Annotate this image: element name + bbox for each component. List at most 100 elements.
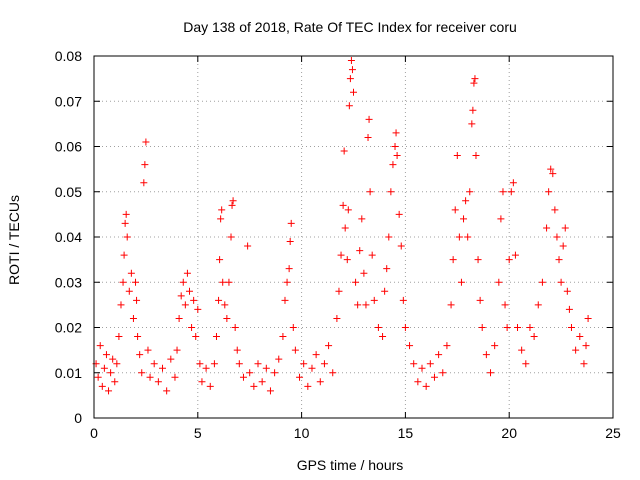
data-point [340,147,348,155]
y-tick-label: 0.01 [55,365,82,381]
data-point [470,79,478,87]
data-point [462,197,470,205]
data-point [120,251,128,259]
x-axis-label: GPS time / hours [297,457,404,473]
data-point [206,382,214,390]
data-point [127,269,135,277]
data-point [344,206,352,214]
y-tick-label: 0.06 [55,139,82,155]
data-point [271,369,279,377]
data-point [561,224,569,232]
data-point [163,387,171,395]
data-point [287,219,295,227]
data-point [379,333,387,341]
data-point [223,314,231,322]
data-point [553,233,561,241]
data-point [177,292,185,300]
data-point [119,278,127,286]
data-point [105,387,113,395]
y-tick-label: 0 [74,410,82,426]
y-axis-label: ROTI / TECUs [6,195,22,285]
data-point [111,378,119,386]
data-point [329,369,337,377]
data-point [478,324,486,331]
data-point [221,301,229,309]
data-point [399,296,407,304]
data-point [472,152,480,160]
data-point [117,301,125,309]
data-point [291,346,299,354]
data-point [228,201,236,209]
data-point [107,369,115,377]
data-point [227,233,235,241]
data-point [387,188,395,196]
data-point [439,369,447,377]
data-point [210,360,218,368]
data-point [474,256,482,264]
data-point [366,188,374,196]
data-point [538,278,546,286]
data-point [343,256,351,264]
data-point [185,287,193,295]
data-point [144,346,152,354]
data-point [551,206,559,214]
data-point [505,256,513,264]
y-tick-labels: 0 0.01 0.02 0.03 0.04 0.05 0.06 0.07 0.08 [55,48,82,426]
x-tick-label: 10 [294,425,310,441]
data-point [455,233,463,241]
data-point [183,269,191,277]
chart-title: Day 138 of 2018, Rate Of TEC Index for r… [183,19,517,35]
data-point [171,373,179,381]
data-point [522,360,530,368]
data-point [333,314,341,322]
data-point [339,201,347,209]
data-point [225,278,233,286]
data-point [129,314,137,322]
data-point [487,369,495,377]
data-point [235,360,243,368]
data-point [370,296,378,304]
data-point [217,215,225,223]
data-point [173,346,181,354]
data-point [381,287,389,295]
data-point [401,324,409,331]
data-point [316,378,324,386]
data-point [312,351,320,359]
data-point [393,152,401,160]
data-point [141,161,149,169]
data-point [279,333,287,341]
data-point [549,170,557,178]
data-point [511,251,519,259]
axis-ticks [93,55,614,419]
data-point [576,333,584,341]
data-point [109,355,117,363]
data-point [509,179,517,187]
y-tick-label: 0.03 [55,274,82,290]
data-point [123,233,131,241]
data-point [275,355,283,363]
data-point [443,342,451,350]
data-point [464,233,472,241]
data-point [545,188,553,196]
data-point [482,351,490,359]
data-point [246,369,254,377]
x-tick-label: 25 [605,425,621,441]
data-point [469,106,477,114]
data-point [231,324,239,331]
data-point [190,296,198,304]
data-point [266,387,274,395]
data-point [391,143,399,150]
data-point [501,301,509,309]
data-point [389,161,397,169]
data-point [518,346,526,354]
data-point [308,364,316,372]
data-point [563,287,571,295]
data-point [345,102,353,110]
y-tick-label: 0.05 [55,184,82,200]
data-point [368,251,376,259]
data-point [102,351,110,359]
data-point [122,210,130,218]
data-point [188,324,196,331]
data-point [132,278,140,286]
data-point [449,256,457,264]
